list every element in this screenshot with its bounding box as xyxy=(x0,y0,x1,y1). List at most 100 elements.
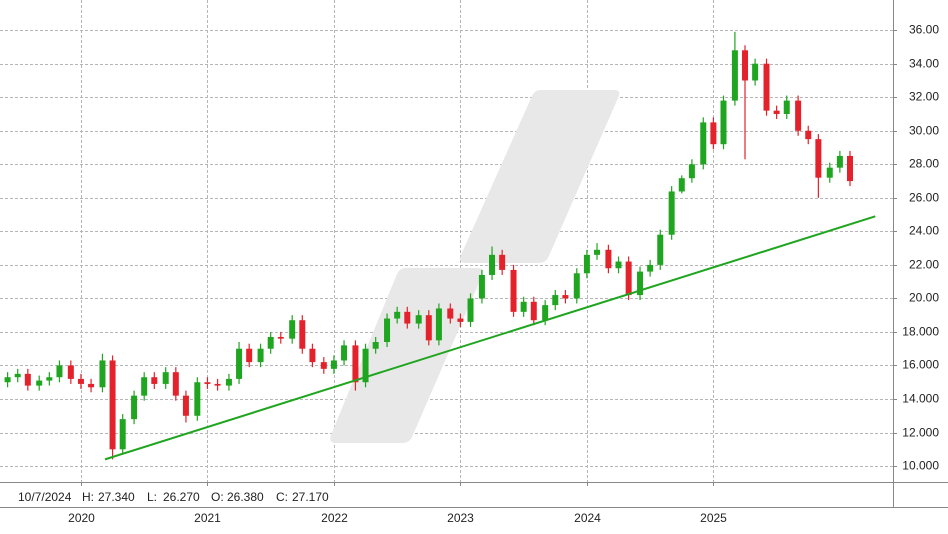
candle xyxy=(594,243,601,260)
candle-body xyxy=(109,360,116,450)
candle-body xyxy=(499,254,506,270)
candle-body xyxy=(257,348,264,363)
candle-body xyxy=(352,345,359,383)
candle-body xyxy=(720,100,727,145)
candle-body xyxy=(384,318,391,343)
candle-body xyxy=(594,249,601,255)
candle-body xyxy=(194,382,201,416)
candle-body xyxy=(625,261,632,296)
candle-body xyxy=(289,320,296,339)
candle xyxy=(214,378,221,391)
candle-body xyxy=(99,360,106,388)
y-tick-label: 26.00 xyxy=(909,191,939,205)
candle xyxy=(615,256,622,274)
y-tick-label: 28.00 xyxy=(909,157,939,171)
candle xyxy=(320,357,327,374)
candle-body xyxy=(299,320,306,349)
candle-body xyxy=(605,249,612,269)
info-label: O: xyxy=(211,490,224,504)
candle xyxy=(99,353,106,393)
candle-body xyxy=(573,273,580,299)
y-tick-label: 36.00 xyxy=(909,23,939,37)
candle xyxy=(625,256,632,301)
candle-body xyxy=(172,372,179,396)
info-value: 26.270 xyxy=(163,490,200,504)
y-tick-label: 22.00 xyxy=(909,258,939,272)
watermark xyxy=(330,90,620,443)
candle-body xyxy=(688,164,695,179)
info-label: H: xyxy=(82,490,94,504)
x-tick-label: 2025 xyxy=(700,511,727,525)
candle xyxy=(246,343,253,368)
y-tick-label: 12.000 xyxy=(902,426,939,440)
y-tick-label: 34.00 xyxy=(909,57,939,71)
x-tick-label: 2020 xyxy=(68,511,95,525)
candle xyxy=(372,336,379,354)
candle-body xyxy=(447,308,454,319)
candle-body xyxy=(615,261,622,269)
candle xyxy=(657,229,664,270)
candle xyxy=(530,296,537,326)
candle xyxy=(710,117,717,150)
candle xyxy=(489,246,496,280)
candle-body xyxy=(88,383,95,388)
candle xyxy=(700,117,707,170)
candle xyxy=(678,175,685,194)
candle xyxy=(352,340,359,391)
candle xyxy=(182,390,189,423)
candle-body xyxy=(141,377,148,396)
candle xyxy=(119,414,126,455)
candle-body xyxy=(552,295,559,306)
y-tick-label: 16.000 xyxy=(902,358,939,372)
candle-body xyxy=(24,373,31,386)
candle xyxy=(457,313,464,327)
candle xyxy=(720,95,727,150)
candle xyxy=(394,306,401,324)
candle-body xyxy=(542,305,549,321)
info-label: C: xyxy=(276,490,288,504)
candle xyxy=(637,266,644,301)
candle-body xyxy=(530,301,537,321)
candle xyxy=(225,373,232,391)
candle xyxy=(151,372,158,389)
grid xyxy=(0,0,893,482)
candle xyxy=(783,95,790,120)
candle xyxy=(773,105,780,120)
candle-body xyxy=(77,378,84,384)
y-tick-label: 14.000 xyxy=(902,392,939,406)
candle-body xyxy=(583,254,590,274)
candle xyxy=(56,360,63,383)
candle-body xyxy=(795,100,802,131)
candle-body xyxy=(742,50,749,81)
candle-body xyxy=(805,130,812,140)
candle-body xyxy=(46,377,53,381)
candle xyxy=(299,315,306,354)
candle xyxy=(836,150,843,173)
candle xyxy=(257,343,264,368)
y-tick-label: 10.000 xyxy=(902,459,939,473)
candle-body xyxy=(637,271,644,296)
info-date: 10/7/2024 xyxy=(18,490,72,504)
x-tick-label: 2022 xyxy=(321,511,348,525)
y-tick-label: 30.00 xyxy=(909,124,939,138)
candle xyxy=(647,259,654,277)
candle xyxy=(267,331,274,354)
candle-body xyxy=(467,298,474,322)
candle xyxy=(520,296,527,317)
candle xyxy=(236,342,243,384)
candle xyxy=(67,360,74,384)
candle-body xyxy=(478,274,485,299)
candle xyxy=(330,355,337,374)
candle-body xyxy=(267,336,274,349)
candle xyxy=(425,310,432,346)
candle-body xyxy=(131,395,138,420)
candle xyxy=(162,367,169,389)
candle-body xyxy=(330,360,337,369)
y-tick-label: 18.000 xyxy=(902,325,939,339)
candle-body xyxy=(36,380,43,386)
candle xyxy=(742,45,749,160)
candle-body xyxy=(520,301,527,312)
candle xyxy=(805,125,812,145)
